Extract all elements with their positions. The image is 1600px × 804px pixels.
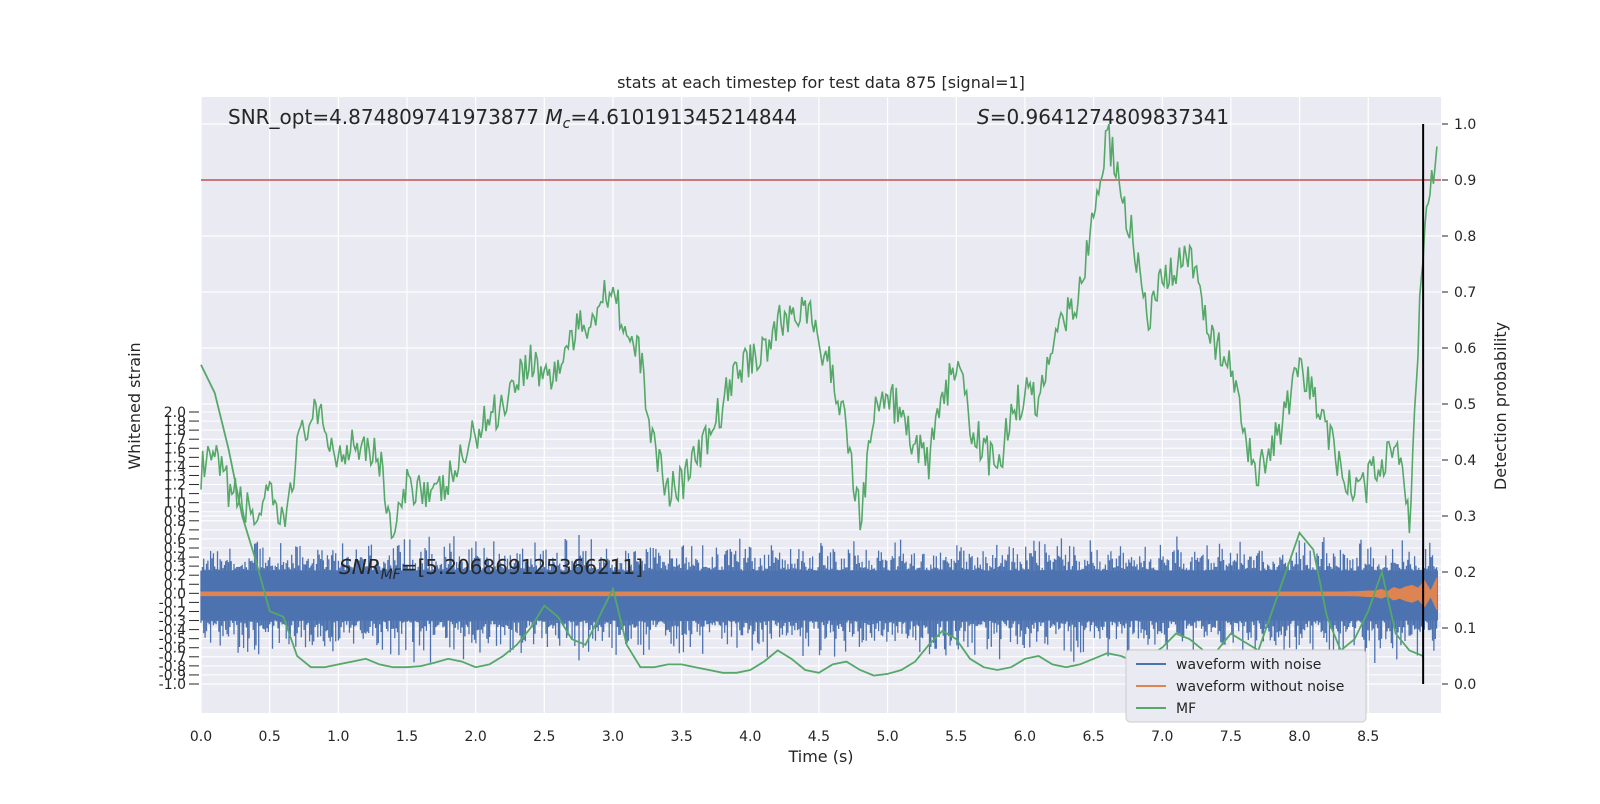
y-right-tick-label: 0.0 xyxy=(1454,677,1476,693)
x-tick-label: 2.0 xyxy=(465,729,487,745)
y-right-tick-label: 0.7 xyxy=(1454,285,1476,301)
legend-label-clean: waveform without noise xyxy=(1176,679,1344,695)
y-left-tick-label: 0.7 xyxy=(164,523,186,539)
y-left-tick-label: -0.6 xyxy=(159,641,186,657)
snr-opt-annotation: SNR_opt=4.874809741973877 Mc=4.610191345… xyxy=(228,105,797,132)
x-tick-label: 8.5 xyxy=(1357,729,1379,745)
y-left-tick-label: 1.9 xyxy=(164,414,186,430)
legend-label-mf: MF xyxy=(1176,701,1196,717)
x-tick-label: 3.0 xyxy=(602,729,624,745)
y-right-tick-label: 1.0 xyxy=(1454,117,1476,133)
y-left-tick-label: 1.7 xyxy=(164,432,186,448)
y-left-tick-label: 0.1 xyxy=(164,577,186,593)
x-tick-label: 7.0 xyxy=(1151,729,1173,745)
y-left-tick-label: 0.5 xyxy=(164,541,186,557)
y-left-tick-label: -0.9 xyxy=(159,668,186,684)
x-tick-label: 5.5 xyxy=(945,729,967,745)
y-left-tick-labels: -1.0-0.9-0.8-0.7-0.6-0.5-0.4-0.3-0.2-0.1… xyxy=(159,405,199,693)
y-right-tick-label: 0.2 xyxy=(1454,565,1476,581)
y-left-tick-label: 1.2 xyxy=(164,478,186,494)
y-left-axis-label: Whitened strain xyxy=(125,342,144,469)
y-left-tick-label: 0.2 xyxy=(164,568,186,584)
y-right-tick-label: 0.8 xyxy=(1454,229,1476,245)
y-right-tick-label: 0.1 xyxy=(1454,621,1476,637)
y-left-tick-label: -0.8 xyxy=(159,659,186,675)
x-tick-label: 1.0 xyxy=(327,729,349,745)
x-tick-label: 7.5 xyxy=(1220,729,1242,745)
x-tick-label: 6.5 xyxy=(1082,729,1104,745)
x-tick-label: 8.0 xyxy=(1288,729,1310,745)
chart-title: stats at each timestep for test data 875… xyxy=(617,73,1025,92)
x-axis-label: Time (s) xyxy=(787,747,853,766)
x-tick-label: 4.5 xyxy=(808,729,830,745)
x-tick-label: 2.5 xyxy=(533,729,555,745)
x-tick-label: 0.0 xyxy=(190,729,212,745)
y-left-tick-label: 0.4 xyxy=(164,550,186,566)
y-left-tick-label: 1.8 xyxy=(164,423,186,439)
s-annotation: S=0.9641274809837341 xyxy=(977,105,1229,129)
mf-line xyxy=(200,364,1424,677)
legend: waveform with noise waveform without noi… xyxy=(1125,649,1367,723)
y-left-tick-label: 0.6 xyxy=(164,532,186,548)
y-left-tick-label: 2.0 xyxy=(164,405,186,421)
x-tick-label: 1.5 xyxy=(396,729,418,745)
y-right-tick-label: 0.6 xyxy=(1454,341,1476,357)
y-left-tick-label: 1.3 xyxy=(164,468,186,484)
x-tick-label: 6.0 xyxy=(1014,729,1036,745)
x-tick-label: 3.5 xyxy=(670,729,692,745)
y-left-tick-label: -0.1 xyxy=(159,595,186,611)
y-left-tick-label: -0.4 xyxy=(159,623,186,639)
y-left-tick-label: 1.6 xyxy=(164,441,186,457)
y-right-tick-label: 0.3 xyxy=(1454,509,1476,525)
snr-mf-annotation: SNRMF=[5.206869125366211] xyxy=(339,555,643,583)
y-left-tick-label: -0.3 xyxy=(159,614,186,630)
y-left-tick-label: -0.5 xyxy=(159,632,186,648)
y-left-tick-label: 0.8 xyxy=(164,514,186,530)
y-left-tick-label: 1.5 xyxy=(164,450,186,466)
y-left-tick-label: -1.0 xyxy=(159,677,186,693)
y-left-tick-label: -0.2 xyxy=(159,604,186,620)
y-right-axis-label: Detection probability xyxy=(1491,322,1510,490)
mf-curves xyxy=(200,123,1438,677)
y-right-tick-label: 0.5 xyxy=(1454,397,1476,413)
y-left-tick-label: 0.9 xyxy=(164,505,186,521)
y-left-tick-label: 1.1 xyxy=(164,487,186,503)
y-left-tick-label: 1.4 xyxy=(164,459,186,475)
x-tick-label: 5.0 xyxy=(876,729,898,745)
x-tick-labels: 0.0 0.5 1.0 1.5 2.0 2.5 3.0 3.5 4.0 4.5 5.0 5.5 6.0 6… xyxy=(190,729,1379,745)
mf-probability-line xyxy=(200,123,1438,540)
x-tick-label: 0.5 xyxy=(259,729,281,745)
legend-label-noise: waveform with noise xyxy=(1176,657,1321,673)
legend-box xyxy=(1125,649,1367,723)
y-left-tick-label: 0.3 xyxy=(164,559,186,575)
y-right-tick-labels: 0.0 0.1 0.2 0.3 0.4 0.5 0.6 0.7 0.8 0.9 1.0 xyxy=(1442,117,1476,693)
y-left-tick-label: 1.0 xyxy=(164,496,186,512)
grid xyxy=(200,97,1441,713)
y-right-tick-label: 0.4 xyxy=(1454,453,1476,469)
y-left-tick-label: 0.0 xyxy=(164,586,186,602)
y-left-tick-label: -0.7 xyxy=(159,650,186,666)
x-tick-label: 4.0 xyxy=(739,729,761,745)
y-right-tick-label: 0.9 xyxy=(1454,173,1476,189)
